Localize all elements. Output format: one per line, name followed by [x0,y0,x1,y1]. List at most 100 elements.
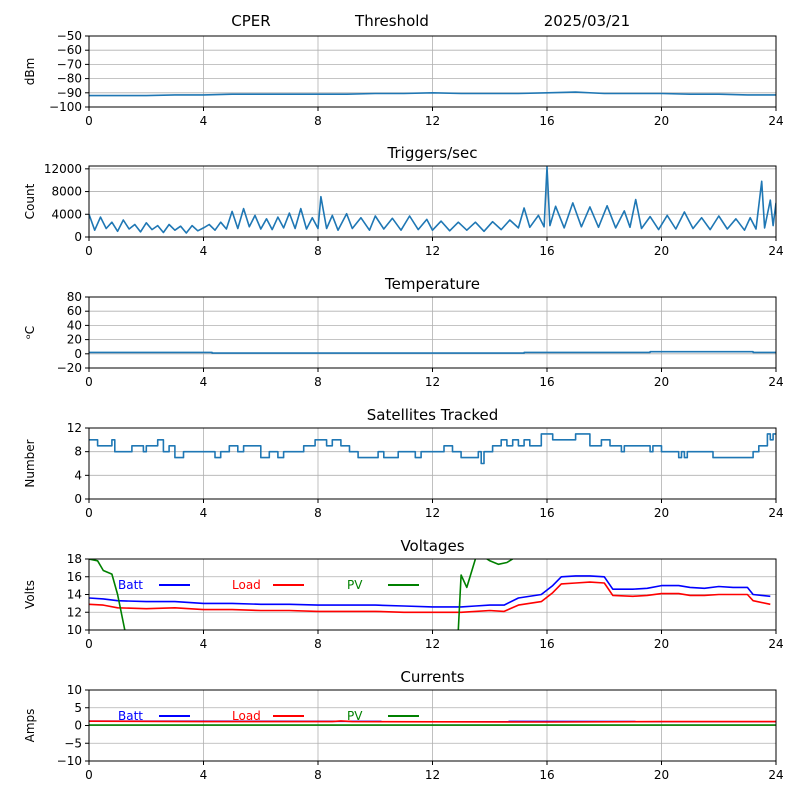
legend-label-batt: Batt [118,709,143,723]
x-tick-label: 24 [768,244,783,258]
x-tick-label: 0 [85,506,93,520]
x-tick-label: 0 [85,114,93,128]
series-line [89,433,776,465]
legend-label-pv: PV [347,709,363,723]
chart-title: Voltages [400,537,464,555]
chart-voltages: 0 4 8 12 16 20 24 10 12 14 16 18 Voltages Volts Batt Lo… [23,537,784,651]
y-tick-label: 8000 [51,185,82,199]
x-tick-label: 8 [314,506,322,520]
y-axis-label: Volts [23,580,37,609]
x-tick-label: 0 [85,637,93,651]
y-tick-label: 10 [67,683,82,697]
y-tick-label: 0 [74,347,82,361]
x-tick-label: 4 [200,114,208,128]
x-tick-label: 20 [654,244,669,258]
y-tick-label: 18 [67,552,82,566]
header-date: 2025/03/21 [544,12,630,30]
y-tick-label: 12000 [44,162,82,176]
y-tick-label: −80 [57,72,82,86]
y-tick-label: 14 [67,588,82,602]
chart-currents: 0 4 8 12 16 20 24 −10 −5 0 5 10 Currents Amps Batt Load… [23,668,784,782]
y-tick-label: 4 [74,468,82,482]
x-tick-label: 16 [539,114,554,128]
series-line [89,91,776,97]
chart-title: Satellites Tracked [367,406,498,424]
series-line [89,350,776,354]
y-axis-label: ᵒC [23,326,37,339]
header-station: CPER [231,12,270,30]
x-tick-label: 20 [654,506,669,520]
y-tick-label: 40 [67,318,82,332]
plot-area [89,433,776,465]
x-tick-label: 8 [314,637,322,651]
x-tick-label: 24 [768,375,783,389]
x-tick-label: 24 [768,506,783,520]
series-line-pv [89,559,126,630]
y-tick-label: −70 [57,57,82,71]
y-tick-label: 0 [74,492,82,506]
plot-area [89,350,776,354]
x-tick-label: 8 [314,375,322,389]
x-tick-label: 24 [768,768,783,782]
x-tick-label: 12 [425,244,440,258]
x-tick-label: 24 [768,637,783,651]
y-tick-label: 12 [67,421,82,435]
plot-area [89,91,776,97]
x-tick-label: 4 [200,375,208,389]
y-tick-label: 4000 [51,207,82,221]
x-tick-label: 16 [539,637,554,651]
plot-area [89,559,771,630]
x-tick-label: 12 [425,637,440,651]
x-tick-label: 4 [200,506,208,520]
series-line-load [89,581,771,614]
series-line-batt [89,575,771,608]
y-axis-label: Count [23,183,37,219]
legend-label-pv: PV [347,578,363,592]
chart-triggers: 0 4 8 12 16 20 24 0 4000 8000 12000 Triggers/sec Cou… [23,144,784,258]
y-tick-label: 10 [67,623,82,637]
y-tick-label: −60 [57,43,82,57]
y-tick-label: 0 [74,719,82,733]
y-axis-label: dBm [23,58,37,86]
series-line-pv [457,559,477,630]
x-tick-label: 16 [539,768,554,782]
y-tick-label: −90 [57,86,82,100]
y-tick-label: 20 [67,333,82,347]
y-tick-label: 0 [74,230,82,244]
y-tick-label: 8 [74,445,82,459]
x-tick-label: 8 [314,114,322,128]
chart-satellites: 0 4 8 12 16 20 24 0 4 8 12 Satellites Tracked Number [23,406,784,520]
series-line-load [89,720,776,723]
y-tick-label: 16 [67,570,82,584]
chart-title: Currents [400,668,464,686]
y-tick-label: 60 [67,304,82,318]
x-tick-label: 12 [425,375,440,389]
x-tick-label: 12 [425,506,440,520]
y-tick-label: 12 [67,605,82,619]
x-tick-label: 20 [654,637,669,651]
y-tick-label: 5 [74,701,82,715]
y-axis-label: Number [23,439,37,487]
plot-area [89,166,776,234]
x-tick-label: 20 [654,375,669,389]
y-axis-label: Amps [23,709,37,743]
plot-area [89,720,776,726]
x-tick-label: 8 [314,244,322,258]
y-tick-label: 80 [67,290,82,304]
x-tick-label: 24 [768,114,783,128]
series-line-pv [486,559,514,566]
y-tick-label: −50 [57,29,82,43]
x-tick-label: 12 [425,768,440,782]
legend-label-load: Load [232,709,261,723]
x-tick-label: 4 [200,768,208,782]
x-tick-label: 12 [425,114,440,128]
header-mode: Threshold [354,12,429,30]
x-tick-label: 4 [200,244,208,258]
y-tick-label: −20 [57,361,82,375]
chart-title: Triggers/sec [387,144,478,162]
x-tick-label: 20 [654,768,669,782]
x-tick-label: 16 [539,506,554,520]
